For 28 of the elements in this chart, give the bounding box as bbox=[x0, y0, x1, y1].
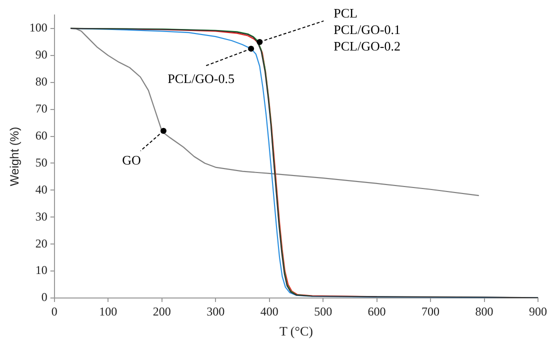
annotation: GO bbox=[122, 152, 141, 168]
x-tick-label: 900 bbox=[529, 304, 547, 318]
y-tick-label: 30 bbox=[35, 209, 48, 224]
y-tick-label: 10 bbox=[35, 263, 48, 278]
y-tick-label: 20 bbox=[35, 236, 48, 250]
annotation: PCL/GO-0.2 bbox=[334, 38, 400, 54]
x-tick-label: 700 bbox=[422, 304, 440, 318]
x-axis-title: T (°C) bbox=[279, 324, 313, 339]
y-tick-label: 90 bbox=[35, 48, 48, 62]
x-tick-label: 300 bbox=[206, 304, 225, 318]
y-tick-label: 0 bbox=[41, 290, 48, 304]
annotation: PCL/GO-0.5 bbox=[168, 71, 234, 86]
x-tick-label: 100 bbox=[99, 304, 118, 318]
y-tick-label: 80 bbox=[35, 74, 48, 89]
x-tick-label: 0 bbox=[51, 304, 58, 318]
y-tick-label: 60 bbox=[35, 128, 48, 142]
y-tick-label: 50 bbox=[35, 155, 48, 170]
y-axis-title: Weight (%) bbox=[8, 126, 22, 186]
y-tick-label: 40 bbox=[35, 182, 48, 196]
annotation: PCL/GO-0.1 bbox=[334, 22, 400, 37]
x-tick-label: 600 bbox=[368, 304, 386, 318]
annotation: PCL bbox=[334, 5, 358, 20]
x-tick-label: 400 bbox=[260, 304, 278, 318]
x-tick-label: 800 bbox=[475, 304, 494, 318]
x-tick-label: 500 bbox=[314, 304, 332, 318]
y-tick-label: 70 bbox=[35, 101, 48, 116]
x-tick-label: 200 bbox=[152, 304, 171, 318]
y-tick-label: 100 bbox=[29, 20, 48, 35]
